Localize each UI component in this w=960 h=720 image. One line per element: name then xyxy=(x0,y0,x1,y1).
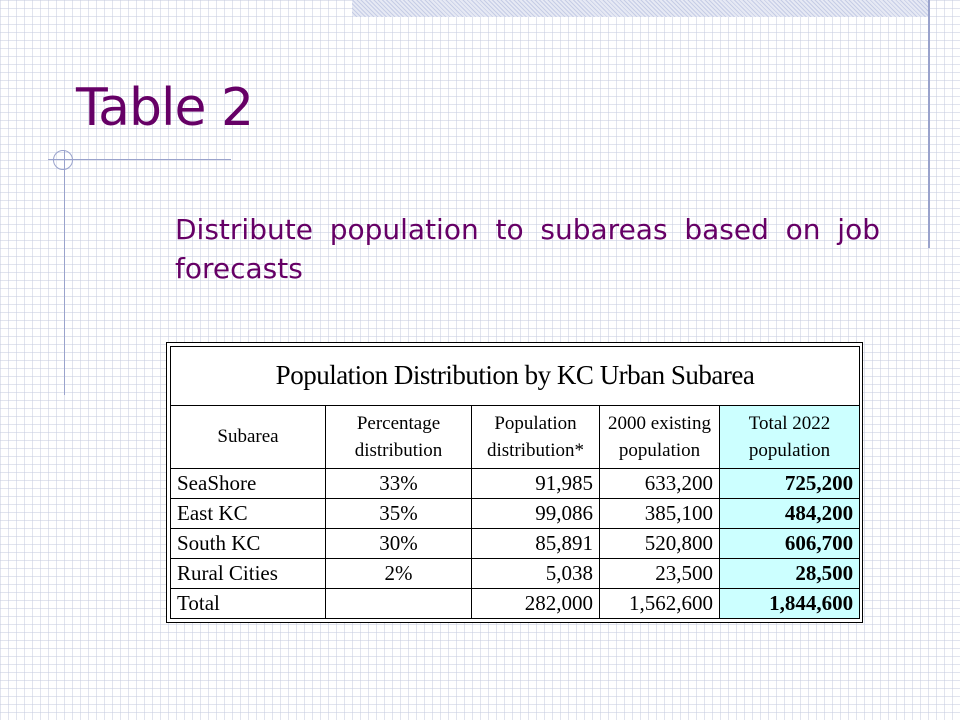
decorative-top-bar xyxy=(352,0,928,17)
cell-percentage xyxy=(325,587,472,620)
header-subarea-label: Subarea xyxy=(217,426,279,448)
cell-total-population: 606,700 xyxy=(718,527,861,559)
header-subarea: Subarea xyxy=(170,404,326,470)
cell-population-distribution: 282,000 xyxy=(471,587,600,620)
cell-subarea: East KC xyxy=(170,498,326,529)
table-header-row: Subarea Percentage distribution Populatio… xyxy=(170,404,861,470)
cell-percentage: 33% xyxy=(325,468,472,499)
cell-total-population: 28,500 xyxy=(718,557,861,589)
cell-percentage: 2% xyxy=(325,557,472,589)
cell-population-distribution: 85,891 xyxy=(471,527,600,559)
table-row-south-kc: South KC 30% 85,891 520,800 606,700 xyxy=(170,527,861,559)
table-row-east-kc: East KC 35% 99,086 385,100 484,200 xyxy=(170,498,861,529)
bullet-text: Distribute population to subareas based … xyxy=(175,213,880,285)
cell-percentage: 35% xyxy=(325,498,472,529)
header-total-line2: population xyxy=(748,439,831,461)
header-percentage: Percentage distribution xyxy=(325,404,472,470)
header-existing-line2: population xyxy=(618,439,701,461)
header-population-distribution: Population distribution* xyxy=(471,404,600,470)
cell-population-distribution: 5,038 xyxy=(471,557,600,589)
population-table-frame: Population Distribution by KC Urban Suba… xyxy=(166,342,863,623)
cell-subarea: Total xyxy=(170,587,326,620)
header-total-population: Total 2022 population xyxy=(718,404,861,470)
cell-population-distribution: 91,985 xyxy=(471,468,600,499)
cell-subarea: SeaShore xyxy=(170,468,326,499)
decorative-right-line xyxy=(928,0,930,248)
header-popdist-line1: Population xyxy=(494,412,577,434)
cell-percentage: 30% xyxy=(325,527,472,559)
table-caption: Population Distribution by KC Urban Suba… xyxy=(169,346,861,406)
table-row-seashore: SeaShore 33% 91,985 633,200 725,200 xyxy=(170,468,861,499)
decorative-circle xyxy=(53,150,73,170)
cell-existing-population: 520,800 xyxy=(599,527,720,559)
cell-existing-population: 23,500 xyxy=(599,557,720,589)
table-row-rural-cities: Rural Cities 2% 5,038 23,500 28,500 xyxy=(170,557,861,589)
header-existing-line1: 2000 existing xyxy=(608,412,711,434)
population-table: Population Distribution by KC Urban Suba… xyxy=(169,346,861,620)
table-caption-row: Population Distribution by KC Urban Suba… xyxy=(169,346,861,406)
cell-total-population: 725,200 xyxy=(718,468,861,499)
decorative-title-underline xyxy=(48,159,231,160)
table-row-total: Total 282,000 1,562,600 1,844,600 xyxy=(170,587,861,620)
cell-subarea: Rural Cities xyxy=(170,557,326,589)
header-percentage-line1: Percentage xyxy=(356,412,441,434)
decorative-left-line xyxy=(64,150,65,395)
header-existing-population: 2000 existing population xyxy=(599,404,720,470)
header-popdist-line2: distribution* xyxy=(486,439,585,461)
slide-title: Table 2 xyxy=(76,78,254,138)
header-percentage-line2: distribution xyxy=(354,439,443,461)
cell-existing-population: 633,200 xyxy=(599,468,720,499)
cell-population-distribution: 99,086 xyxy=(471,498,600,529)
cell-total-population: 1,844,600 xyxy=(718,587,861,620)
cell-existing-population: 385,100 xyxy=(599,498,720,529)
cell-existing-population: 1,562,600 xyxy=(599,587,720,620)
header-total-line1: Total 2022 xyxy=(748,412,831,434)
cell-subarea: South KC xyxy=(170,527,326,559)
cell-total-population: 484,200 xyxy=(718,498,861,529)
